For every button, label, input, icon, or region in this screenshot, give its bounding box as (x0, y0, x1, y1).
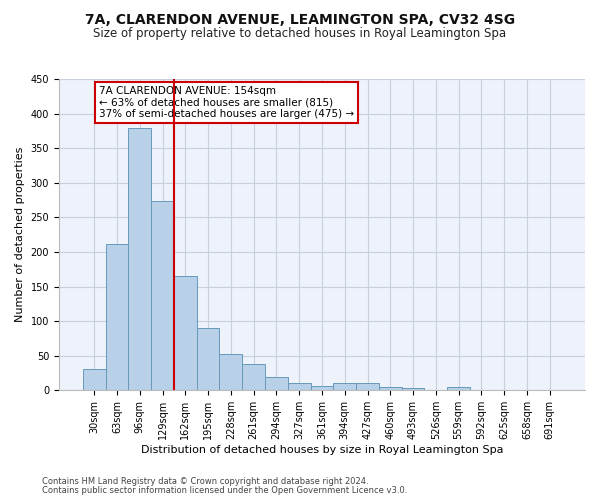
Bar (242, 364, 265, 390)
Bar (151, 201, 174, 390)
Text: 7A, CLARENDON AVENUE, LEAMINGTON SPA, CV32 4SG: 7A, CLARENDON AVENUE, LEAMINGTON SPA, CV… (85, 12, 515, 26)
Bar (220, 354, 242, 390)
X-axis label: Distribution of detached houses by size in Royal Leamington Spa: Distribution of detached houses by size … (141, 445, 503, 455)
Text: Contains HM Land Registry data © Crown copyright and database right 2024.: Contains HM Land Registry data © Crown c… (42, 477, 368, 486)
Bar (447, 387, 470, 390)
Bar (174, 276, 197, 390)
Bar (265, 376, 288, 390)
Y-axis label: Number of detached properties: Number of detached properties (15, 147, 25, 322)
Bar (401, 388, 424, 390)
Bar (311, 386, 334, 390)
Text: 7A CLARENDON AVENUE: 154sqm
← 63% of detached houses are smaller (815)
37% of se: 7A CLARENDON AVENUE: 154sqm ← 63% of det… (99, 86, 354, 119)
Bar (379, 387, 401, 390)
Bar (128, 128, 151, 390)
Bar (106, 244, 128, 390)
Text: Contains public sector information licensed under the Open Government Licence v3: Contains public sector information licen… (42, 486, 407, 495)
Bar (83, 369, 106, 390)
Text: Size of property relative to detached houses in Royal Leamington Spa: Size of property relative to detached ho… (94, 28, 506, 40)
Bar (197, 328, 220, 390)
Bar (334, 382, 356, 390)
Bar (288, 382, 311, 390)
Bar (356, 384, 379, 390)
